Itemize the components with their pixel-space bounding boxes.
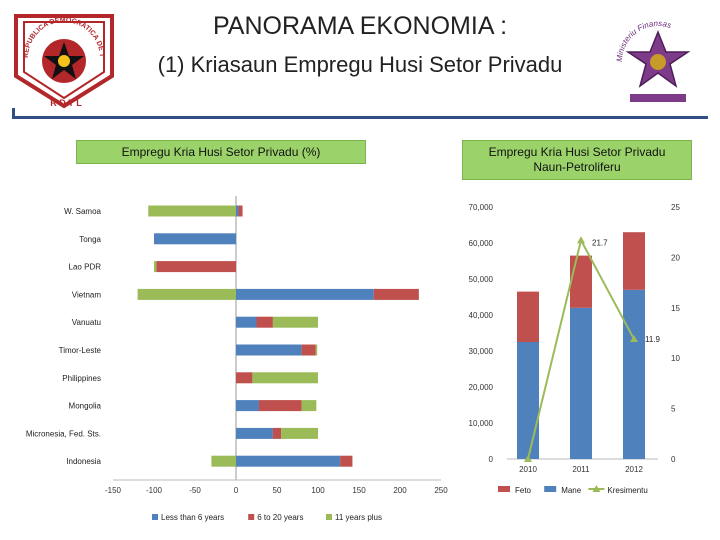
legend-label: Less than 6 years [161, 513, 224, 522]
bar-segment [258, 400, 302, 412]
y-tick-label: 50,000 [469, 275, 494, 284]
bar-segment [137, 288, 236, 300]
left-chart-title: Empregu Kria Husi Setor Privadu (%) [76, 140, 366, 164]
y2-tick-label: 5 [671, 405, 676, 414]
bar-segment [236, 205, 239, 217]
x-tick-label: 150 [352, 486, 366, 495]
x-tick-label: 2011 [572, 465, 590, 474]
bar-segment [301, 400, 317, 412]
legend-label: Kresimentu [607, 486, 647, 495]
bar-segment [281, 427, 318, 439]
y2-tick-label: 0 [671, 455, 676, 464]
legend-swatch [152, 514, 158, 520]
legend-marker [592, 485, 601, 492]
bar-feto [570, 255, 592, 308]
category-label: Timor-Leste [59, 346, 102, 355]
bar-segment [236, 427, 273, 439]
y2-tick-label: 15 [671, 304, 680, 313]
page-subtitle: (1) Kriasaun Empregu Husi Setor Privadu [157, 52, 563, 77]
bar-segment [236, 400, 259, 412]
bar-feto [517, 291, 539, 342]
legend-label: 11 years plus [335, 513, 382, 522]
bar-segment [301, 344, 316, 356]
y-tick-label: 20,000 [469, 383, 494, 392]
category-label: W. Samoa [64, 207, 101, 216]
bar-segment [272, 316, 318, 328]
category-label: Philippines [62, 374, 101, 383]
category-label: Indonesia [66, 457, 101, 466]
left-chart: -150 -100 -50 0 50 100 150 200 250 W. Samoa Tonga L… [26, 196, 448, 522]
header-rule [12, 116, 708, 119]
bar-segment [154, 261, 157, 273]
legend-label: 6 to 20 years [257, 513, 303, 522]
page-title: PANORAMA EKONOMIA : [212, 12, 508, 40]
bar-segment [148, 205, 236, 217]
x-tick-label: -100 [146, 486, 163, 495]
legend-label: Mane [561, 486, 582, 495]
bar-segment [211, 455, 236, 467]
x-tick-label: 2012 [625, 465, 643, 474]
y2-tick-label: 25 [671, 203, 680, 212]
bar-segment [236, 288, 374, 300]
x-tick-label: -150 [105, 486, 122, 495]
y-tick-label: 0 [489, 455, 494, 464]
category-label: Lao PDR [69, 263, 102, 272]
bar-segment [252, 372, 318, 384]
bar-segment [373, 288, 419, 300]
bar-segment [272, 427, 282, 439]
bar-mane [570, 307, 592, 459]
bar-mane [623, 289, 645, 459]
x-tick-label: 200 [393, 486, 407, 495]
y2-tick-label: 10 [671, 354, 680, 363]
bar-segment [238, 205, 243, 217]
rdtl-seal-logo: REPUBLICA DEMOCRATICA DE TIMOR-LESTE [8, 6, 114, 109]
category-label: Mongolia [69, 402, 102, 411]
bar-mane [517, 342, 539, 459]
right-chart-title-text: Empregu Kria Husi Setor Privadu Naun-Pet… [488, 145, 666, 174]
bar-segment [154, 233, 236, 245]
x-tick-label: 0 [234, 486, 239, 495]
y-tick-label: 60,000 [469, 239, 494, 248]
x-tick-label: 2010 [519, 465, 537, 474]
category-label: Vanuatu [72, 318, 101, 327]
seal-bottom-text: R D T L [50, 98, 82, 108]
y-tick-label: 30,000 [469, 347, 494, 356]
right-chart: 0 10,000 20,000 30,000 40,000 50,000 60,000 70,… [469, 203, 681, 495]
data-label: 21.7 [592, 238, 608, 247]
bar-segment [156, 261, 236, 273]
category-label: Vietnam [72, 290, 102, 299]
data-label: 11.9 [645, 335, 661, 344]
y-tick-label: 10,000 [469, 419, 494, 428]
bar-segment [315, 344, 318, 356]
growth-marker [524, 455, 532, 462]
bar-segment [236, 455, 341, 467]
legend-swatch [544, 486, 557, 492]
left-chart-title-text: Empregu Kria Husi Setor Privadu (%) [121, 144, 321, 159]
header-rule-tick [12, 108, 15, 118]
bar-segment [236, 344, 302, 356]
legend-label: Feto [515, 486, 532, 495]
ministry-finance-logo: Ministeriu Finansas [615, 19, 691, 102]
bar-segment [256, 316, 273, 328]
bar-feto [623, 232, 645, 290]
x-tick-label: 50 [273, 486, 282, 495]
category-label: Tonga [79, 235, 101, 244]
bar-segment [236, 372, 253, 384]
legend-swatch [248, 514, 255, 520]
legend-swatch [326, 514, 332, 520]
x-tick-label: 250 [434, 486, 448, 495]
y-tick-label: 40,000 [469, 311, 494, 320]
bar-segment [236, 316, 257, 328]
growth-marker [630, 335, 638, 343]
x-tick-label: 100 [311, 486, 325, 495]
category-label: Micronesia, Fed. Sts. [26, 429, 101, 438]
x-tick-label: -50 [189, 486, 201, 495]
growth-marker [577, 236, 585, 244]
legend-swatch [498, 486, 510, 492]
right-chart-title: Empregu Kria Husi Setor Privadu Naun-Pet… [462, 140, 692, 180]
y-tick-label: 70,000 [469, 203, 494, 212]
y2-tick-label: 20 [671, 253, 680, 262]
bar-segment [340, 455, 353, 467]
